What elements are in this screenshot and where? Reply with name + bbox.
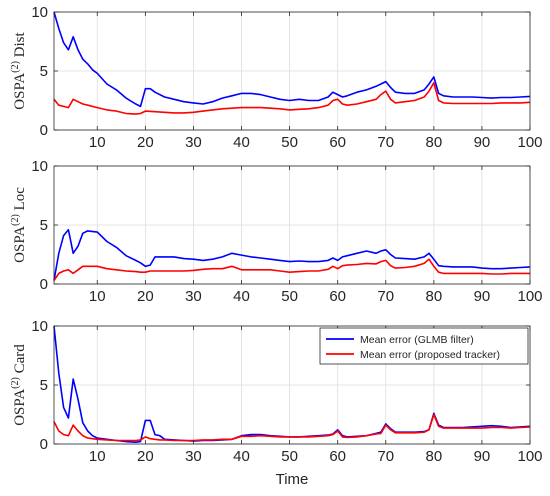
x-tick-label: 30 — [185, 448, 202, 465]
y-axis-label-suffix: Card — [12, 344, 28, 377]
y-axis-label-sup: (2) — [10, 214, 21, 226]
y-axis-label-main: OSPA — [12, 226, 28, 263]
series-line-proposed — [53, 413, 531, 442]
y-tick-label: 10 — [31, 158, 48, 175]
x-tick-label: 40 — [233, 288, 250, 305]
y-axis-label: OSPA(2) Loc — [10, 187, 28, 263]
legend-label: Mean error (GLMB filter) — [360, 334, 474, 346]
x-tick-label: 70 — [377, 288, 394, 305]
y-axis-label-sup: (2) — [10, 377, 21, 389]
x-tick-label: 10 — [89, 448, 106, 465]
y-tick-label: 5 — [40, 377, 48, 394]
y-tick-label: 0 — [40, 122, 48, 139]
x-tick-label: 20 — [137, 288, 154, 305]
x-tick-label: 10 — [89, 134, 106, 151]
x-tick-label: 90 — [474, 448, 491, 465]
x-tick-label: 90 — [474, 288, 491, 305]
y-axis-label-suffix: Dist — [12, 31, 28, 61]
x-tick-label: 20 — [137, 134, 154, 151]
x-tick-label: 70 — [377, 448, 394, 465]
y-tick-label: 5 — [40, 63, 48, 80]
y-axis-label-suffix: Loc — [12, 187, 28, 214]
x-tick-label: 100 — [517, 448, 542, 465]
y-tick-label: 10 — [31, 318, 48, 335]
x-axis-label: Time — [276, 471, 309, 488]
x-tick-label: 50 — [281, 448, 298, 465]
y-tick-label: 5 — [40, 217, 48, 234]
series-line-glmb — [53, 228, 531, 281]
x-tick-label: 80 — [425, 448, 442, 465]
legend: Mean error (GLMB filter) Mean error (prop… — [319, 327, 529, 365]
series-line-proposed — [53, 82, 531, 115]
legend-label: Mean error (proposed tracker) — [360, 349, 500, 361]
y-axis-label-main: OSPA — [12, 389, 28, 426]
x-tick-label: 100 — [517, 134, 542, 151]
x-tick-label: 80 — [425, 134, 442, 151]
y-axis-label: OSPA(2) Dist — [10, 31, 28, 109]
y-axis-label-sup: (2) — [10, 61, 21, 73]
x-tick-label: 90 — [474, 134, 491, 151]
x-tick-label: 50 — [281, 288, 298, 305]
y-tick-label: 0 — [40, 276, 48, 293]
series-line-proposed — [53, 258, 530, 281]
x-tick-label: 60 — [329, 134, 346, 151]
legend-box — [319, 327, 529, 365]
x-tick-label: 20 — [137, 448, 154, 465]
x-tick-label: 30 — [185, 288, 202, 305]
y-tick-label: 10 — [31, 4, 48, 21]
y-axis-label-main: OSPA — [12, 73, 28, 110]
x-tick-label: 60 — [329, 288, 346, 305]
series-line-glmb — [53, 11, 531, 108]
x-tick-label: 40 — [233, 134, 250, 151]
x-tick-label: 10 — [89, 288, 106, 305]
x-tick-label: 50 — [281, 134, 298, 151]
x-tick-label: 80 — [425, 288, 442, 305]
x-tick-label: 40 — [233, 448, 250, 465]
x-tick-label: 100 — [517, 288, 542, 305]
x-tick-label: 60 — [329, 448, 346, 465]
x-tick-label: 70 — [377, 134, 394, 151]
y-tick-label: 0 — [40, 436, 48, 453]
x-tick-label: 30 — [185, 134, 202, 151]
y-axis-label: OSPA(2) Card — [10, 344, 28, 426]
